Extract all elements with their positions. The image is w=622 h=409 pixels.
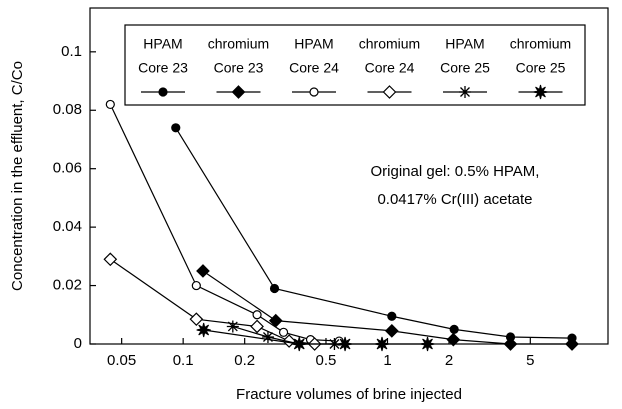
marker	[269, 283, 280, 294]
x-tick-label: 1	[383, 352, 391, 369]
legend-label: chromium	[510, 36, 571, 52]
marker	[171, 123, 181, 133]
marker	[105, 99, 115, 110]
legend-label: Core 25	[516, 60, 566, 76]
legend-label: chromium	[208, 36, 269, 52]
y-tick-label: 0.02	[53, 277, 82, 294]
legend-marker	[231, 85, 246, 99]
legend-marker	[158, 87, 168, 97]
marker	[103, 252, 118, 267]
x-tick-label: 2	[445, 352, 453, 369]
y-tick-label: 0	[74, 335, 82, 352]
x-tick-label: 5	[526, 352, 534, 369]
marker	[420, 336, 435, 352]
legend-box	[124, 24, 586, 106]
legend-marker	[459, 86, 471, 98]
legend-marker	[533, 84, 548, 100]
x-axis-label: Fracture volumes of brine injected	[236, 386, 462, 403]
marker	[282, 334, 296, 348]
marker	[196, 322, 211, 338]
marker	[449, 324, 459, 334]
legend-label: Core 23	[138, 60, 188, 76]
legend-label: Core 24	[289, 60, 339, 76]
legend-label: Core 24	[365, 60, 415, 76]
marker	[189, 312, 204, 327]
legend-label: Core 25	[440, 60, 490, 76]
legend-label: Core 23	[214, 60, 264, 76]
annotation: 0.0417% Cr(III) acetate	[377, 191, 532, 208]
y-tick-label: 0.1	[61, 43, 82, 60]
marker	[252, 310, 262, 320]
legend-label: HPAM	[445, 36, 484, 52]
marker	[191, 280, 201, 291]
y-tick-label: 0.08	[53, 101, 82, 118]
series-line	[202, 270, 573, 345]
x-tick-label: 0.2	[234, 352, 255, 369]
marker	[226, 320, 239, 333]
marker	[337, 336, 353, 352]
marker	[374, 336, 390, 352]
marker	[278, 327, 289, 337]
marker	[292, 336, 307, 352]
marker	[250, 319, 264, 334]
legend-marker	[382, 85, 397, 99]
legend-label: HPAM	[143, 36, 182, 52]
legend-label: HPAM	[294, 36, 333, 52]
marker	[503, 337, 518, 351]
marker	[565, 337, 579, 351]
marker	[387, 311, 397, 321]
y-axis-label: Concentration in the effluent, C/Co	[9, 61, 26, 291]
y-tick-label: 0.06	[53, 160, 82, 177]
legend-label: chromium	[359, 36, 420, 52]
marker	[196, 264, 210, 278]
legend-marker	[309, 87, 319, 97]
x-tick-label: 0.05	[107, 352, 136, 369]
series-line	[109, 104, 340, 342]
marker	[261, 330, 274, 343]
y-tick-label: 0.04	[53, 218, 82, 235]
x-tick-label: 0.5	[316, 352, 337, 369]
series-line	[175, 127, 573, 339]
x-tick-label: 0.1	[173, 352, 194, 369]
marker	[384, 324, 399, 338]
marker	[446, 332, 461, 347]
annotation: Original gel: 0.5% HPAM,	[371, 163, 540, 180]
